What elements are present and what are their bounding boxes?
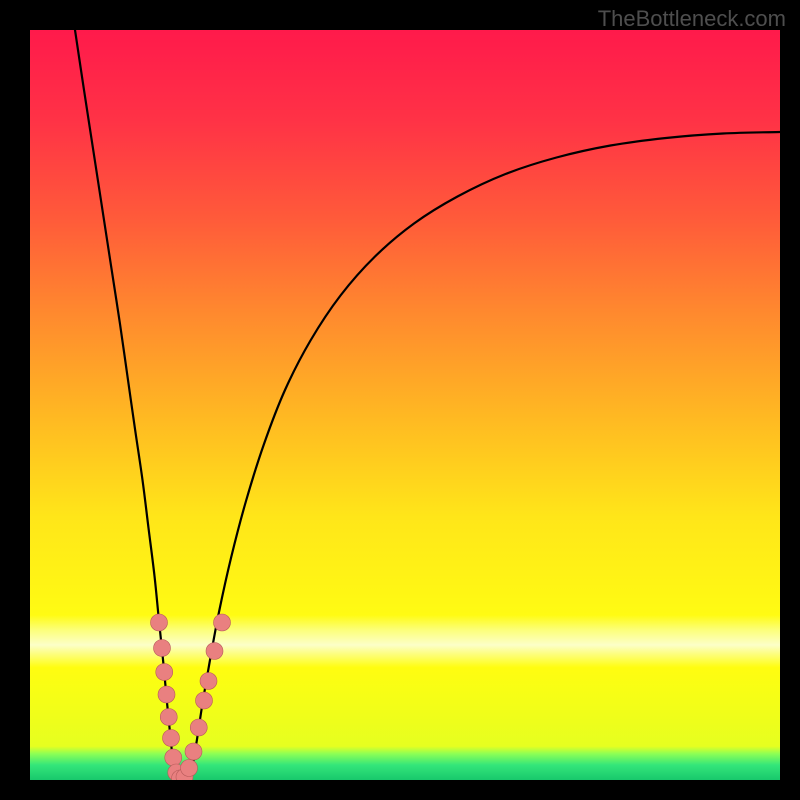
data-marker: [154, 640, 171, 657]
curve-right: [189, 132, 780, 780]
data-marker: [200, 673, 217, 690]
data-marker: [196, 692, 213, 709]
data-marker: [214, 614, 231, 631]
data-marker: [185, 743, 202, 760]
data-marker: [156, 664, 173, 681]
data-marker: [165, 749, 182, 766]
plot-area: [30, 30, 780, 780]
data-marker: [151, 614, 168, 631]
marker-group: [151, 614, 231, 780]
data-marker: [206, 643, 223, 660]
curves-layer: [30, 30, 780, 780]
data-marker: [181, 760, 198, 777]
watermark-text: TheBottleneck.com: [598, 6, 786, 32]
stage: TheBottleneck.com: [0, 0, 800, 800]
data-marker: [163, 730, 180, 747]
data-marker: [158, 686, 175, 703]
data-marker: [190, 719, 207, 736]
data-marker: [160, 709, 177, 726]
